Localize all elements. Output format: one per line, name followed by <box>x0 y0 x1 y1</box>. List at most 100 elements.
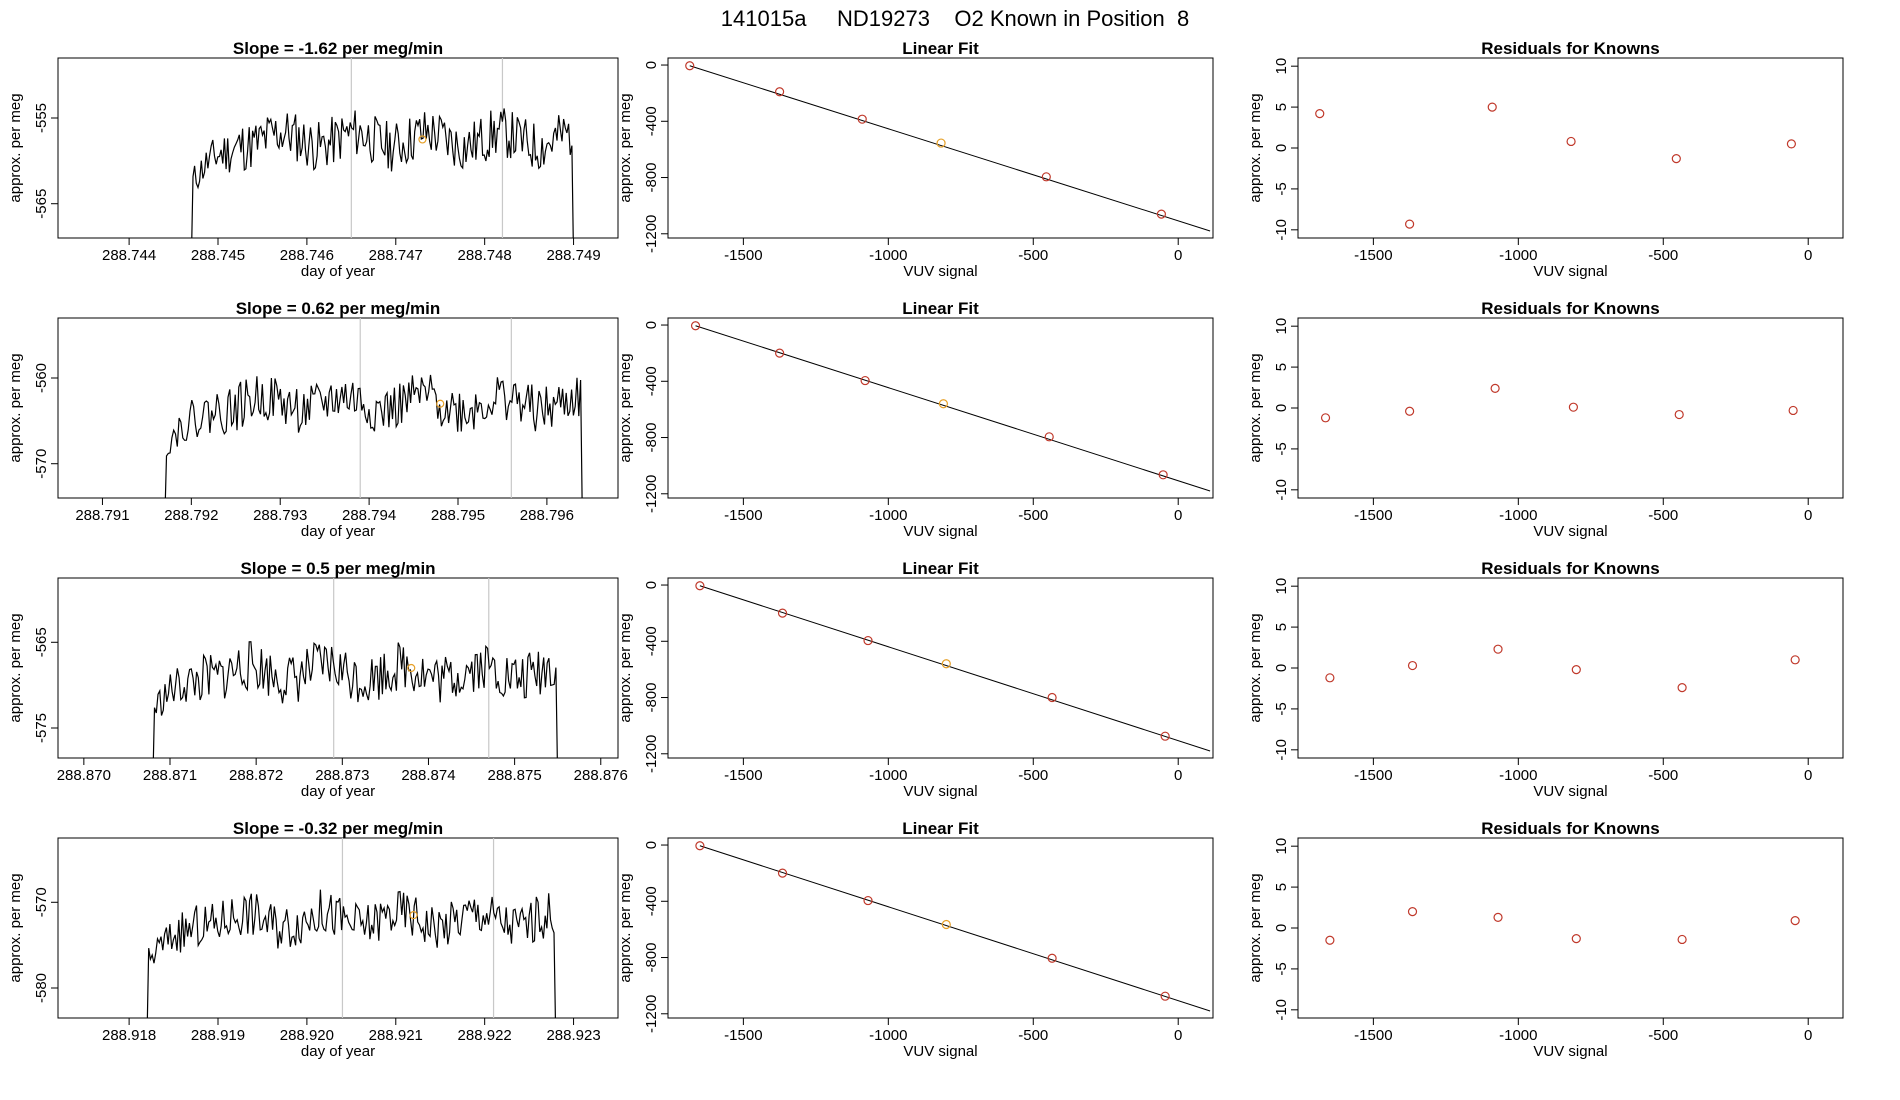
plot-frame <box>57 57 619 239</box>
data-point <box>1671 154 1681 164</box>
y-tick-label: -5 <box>1273 182 1290 195</box>
x-tick-label: -1500 <box>724 1027 762 1044</box>
y-axis-label: approx. per meg <box>1247 873 1264 982</box>
x-axis-label: day of year <box>301 783 375 800</box>
x-axis-label: VUV signal <box>903 783 977 800</box>
y-tick-label: -5 <box>1273 442 1290 455</box>
time-series-line <box>164 374 583 498</box>
x-tick-label: 0 <box>1174 247 1182 264</box>
chart-title: Linear Fit <box>902 39 979 58</box>
data-point <box>1405 219 1415 229</box>
x-tick-label: 288.796 <box>520 507 574 524</box>
y-tick-label: -565 <box>33 189 50 219</box>
y-tick-label: -570 <box>33 887 50 917</box>
chart-panel-1: Slope = -1.62 per meg/min 288.744 288.745 2… <box>7 39 619 280</box>
time-series-line <box>152 641 558 758</box>
x-tick-label: -1000 <box>869 247 907 264</box>
x-tick-label: -500 <box>1648 1027 1678 1044</box>
mean-marker <box>409 911 418 920</box>
chart-panel-10: Slope = -0.32 per meg/min 288.918 288.919 2… <box>7 819 619 1060</box>
chart-title: Residuals for Knowns <box>1481 299 1660 318</box>
data-point <box>1571 934 1581 944</box>
y-axis-label: approx. per meg <box>1247 613 1264 722</box>
data-point <box>1047 692 1057 703</box>
y-tick-label: 5 <box>1273 623 1290 631</box>
x-tick-label: -500 <box>1018 247 1048 264</box>
chart-panel-6: Residuals for Knowns -1500 -1000 -500 0 10 5 0 -… <box>1247 299 1844 540</box>
y-axis-label: approx. per meg <box>1247 93 1264 202</box>
y-tick-label: -1200 <box>643 215 660 253</box>
plot-frame <box>1297 57 1844 239</box>
y-tick-label: 10 <box>1273 58 1290 75</box>
y-tick-label: -1200 <box>643 475 660 513</box>
data-point <box>775 348 785 358</box>
chart-panel-4: Slope = 0.62 per meg/min 288.791 288.792 28… <box>7 299 619 540</box>
plot-area <box>1320 383 1798 423</box>
y-tick-label: -800 <box>643 683 660 713</box>
x-tick-label: 288.748 <box>458 247 512 264</box>
time-series-line <box>146 889 556 1018</box>
y-tick-label: -800 <box>643 423 660 453</box>
y-tick-label: -10 <box>1273 739 1290 761</box>
x-tick-label: -1000 <box>1499 767 1537 784</box>
data-point <box>1407 660 1418 671</box>
chart-panel-7: Slope = 0.5 per meg/min 288.870 288.871 288… <box>7 559 628 800</box>
x-tick-label: 0 <box>1174 507 1182 524</box>
data-point <box>1568 402 1578 412</box>
chart-title: Slope = -1.62 per meg/min <box>233 39 443 58</box>
x-tick-label: -500 <box>1018 767 1048 784</box>
x-tick-label: 288.873 <box>315 767 369 784</box>
data-point <box>1407 907 1418 917</box>
time-series-line <box>191 108 574 238</box>
y-tick-label: 5 <box>1273 363 1290 371</box>
x-tick-label: -1500 <box>1354 507 1392 524</box>
plot-frame <box>57 317 619 499</box>
data-point <box>1493 912 1503 922</box>
y-axis-label: approx. per meg <box>617 873 634 982</box>
y-tick-label: 0 <box>643 841 660 849</box>
x-tick-label: 0 <box>1804 767 1812 784</box>
x-tick-label: -1000 <box>869 767 907 784</box>
x-tick-label: 0 <box>1804 247 1812 264</box>
plot-frame <box>667 57 1214 239</box>
y-axis-label: approx. per meg <box>7 613 24 722</box>
data-point <box>857 114 867 124</box>
plot-area <box>1325 644 1800 693</box>
x-tick-label: 288.919 <box>191 1027 245 1044</box>
x-tick-label: 288.923 <box>546 1027 600 1044</box>
data-point <box>1320 413 1331 423</box>
y-axis-label: approx. per meg <box>1247 353 1264 462</box>
y-tick-label: -575 <box>33 713 50 743</box>
data-point <box>1156 209 1166 219</box>
y-tick-label: -400 <box>643 106 660 136</box>
mean-marker <box>407 663 416 673</box>
chart-title: Residuals for Knowns <box>1481 559 1660 578</box>
x-tick-label: 288.921 <box>369 1027 423 1044</box>
data-point <box>775 87 785 97</box>
y-tick-label: 10 <box>1273 318 1290 335</box>
y-tick-label: -565 <box>33 627 50 657</box>
plot-area <box>164 318 583 498</box>
data-point <box>1490 383 1500 393</box>
data-point <box>777 608 788 618</box>
y-tick-label: -400 <box>643 626 660 656</box>
y-tick-label: -570 <box>33 449 50 479</box>
y-tick-label: 0 <box>1273 404 1290 412</box>
chart-title: Linear Fit <box>902 299 979 318</box>
y-tick-label: -1200 <box>643 995 660 1033</box>
x-tick-label: -1000 <box>869 1027 907 1044</box>
plot-area <box>695 581 1211 752</box>
plot-frame <box>1297 317 1844 499</box>
x-tick-label: 288.920 <box>280 1027 334 1044</box>
chart-title: Residuals for Knowns <box>1481 819 1660 838</box>
x-tick-label: 288.922 <box>458 1027 512 1044</box>
data-point <box>1677 934 1687 945</box>
y-tick-label: -5 <box>1273 702 1290 715</box>
x-tick-label: -1500 <box>724 247 762 264</box>
y-tick-label: -10 <box>1273 219 1290 241</box>
y-axis-label: approx. per meg <box>617 613 634 722</box>
data-point <box>695 581 705 591</box>
x-tick-label: -500 <box>1018 507 1048 524</box>
data-point <box>690 321 701 331</box>
